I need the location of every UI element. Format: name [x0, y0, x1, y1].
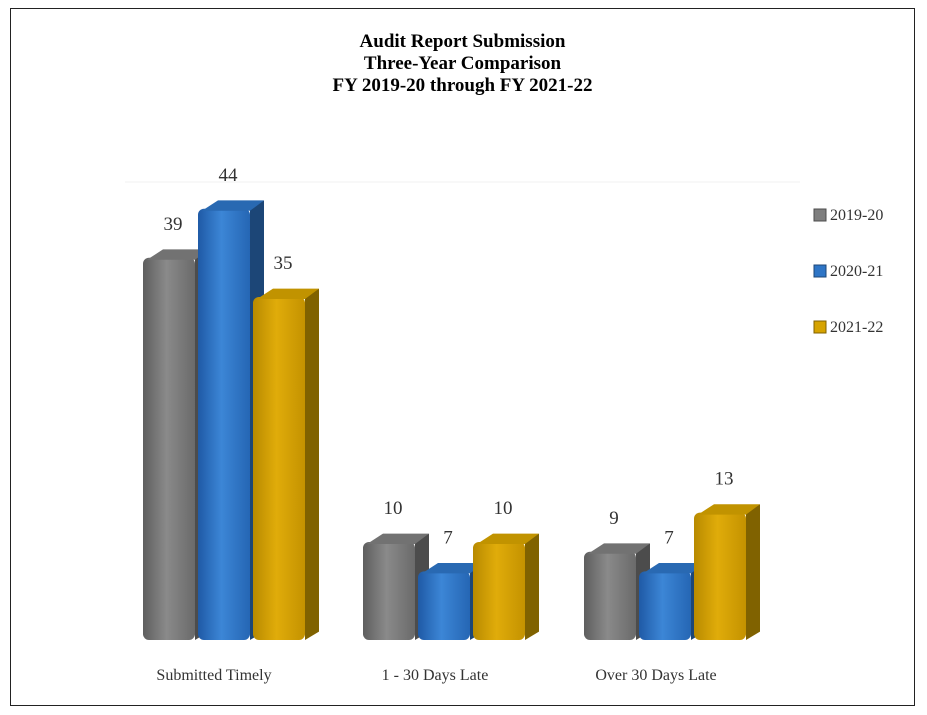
- legend-label-1: 2020-21: [830, 263, 883, 280]
- value-label-0-2: 35: [274, 253, 293, 274]
- title-line-1: Audit Report Submission: [359, 31, 566, 52]
- legend-item-1: 2020-21: [813, 263, 883, 280]
- category-label-1: 1 - 30 Days Late: [382, 667, 489, 684]
- legend-label-2: 2021-22: [830, 319, 883, 336]
- legend-item-0: 2019-20: [813, 207, 883, 224]
- bar-2-2: [694, 504, 760, 640]
- value-label-0-0: 39: [164, 214, 183, 235]
- bar-1-2: [473, 533, 539, 640]
- title-line-3: FY 2019-20 through FY 2021-22: [332, 75, 593, 96]
- chart-title: Audit Report Submission Three-Year Compa…: [11, 31, 914, 97]
- category-label-0: Submitted Timely: [156, 667, 271, 684]
- value-label-1-0: 10: [384, 498, 403, 519]
- value-label-1-2: 10: [494, 498, 513, 519]
- value-label-2-0: 9: [609, 508, 619, 529]
- legend-swatch-2: [813, 320, 827, 334]
- value-label-2-2: 13: [715, 469, 734, 490]
- value-label-1-1: 7: [443, 527, 453, 548]
- legend-item-2: 2021-22: [813, 319, 883, 336]
- legend-swatch-1: [813, 264, 827, 278]
- value-label-2-1: 7: [664, 527, 674, 548]
- legend-swatch-0: [813, 208, 827, 222]
- category-label-2: Over 30 Days Late: [595, 667, 716, 684]
- legend-label-0: 2019-20: [830, 207, 883, 224]
- bar-0-2: [253, 288, 319, 640]
- value-label-0-1: 44: [219, 165, 239, 186]
- title-line-2: Three-Year Comparison: [363, 53, 562, 74]
